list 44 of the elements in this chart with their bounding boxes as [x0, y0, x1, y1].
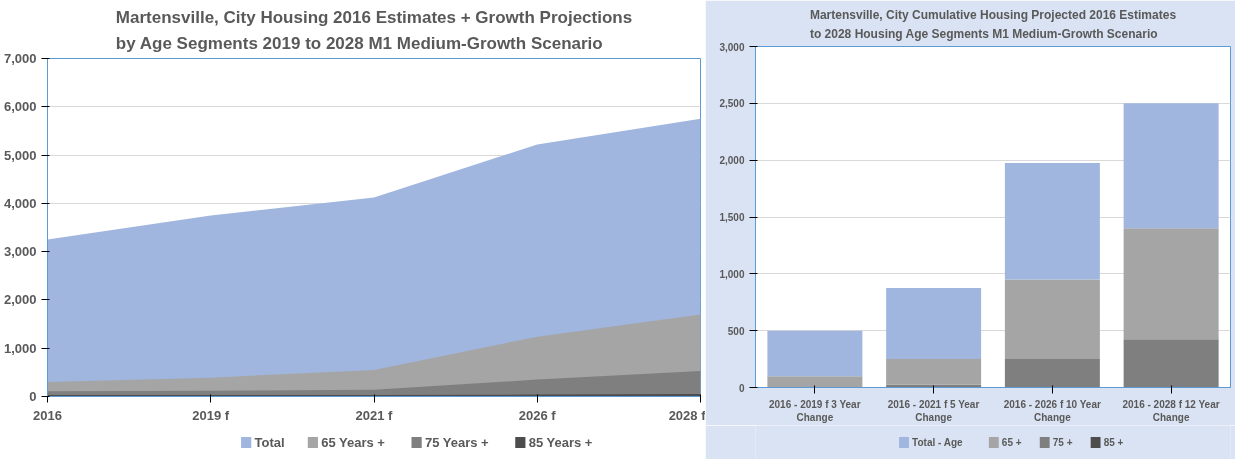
bar — [767, 376, 863, 388]
chart-title: Martensville, City Cumulative Housing Projected 2016 Estimates to 2028 Housing Age Segments M1 Medium-Growth Scenario — [809, 7, 1177, 42]
bar — [1004, 279, 1100, 360]
x-tick-label: 2021 f — [355, 407, 394, 423]
y-tick-label: 3,000 — [3, 244, 37, 260]
y-tick-label: 2,000 — [3, 292, 37, 308]
y-tick-label: 1,500 — [719, 212, 745, 223]
legend-label: 85 + — [1103, 437, 1124, 448]
bar — [1123, 228, 1219, 340]
x-tick-label: 2016 — [33, 407, 62, 423]
y-tick-label: 0 — [29, 389, 37, 404]
bar — [1123, 339, 1219, 388]
bar — [1004, 359, 1100, 388]
bar — [1123, 103, 1219, 229]
y-tick-label: 3,000 — [719, 41, 745, 53]
chart-title: Martensville, City Housing 2016 Estimates + Growth Projections by Age Segments 2019 to 2028 M1 Medium-Growth Scenario — [115, 7, 633, 54]
x-tick-label: 2019 f — [192, 407, 230, 423]
y-tick-label: 1,000 — [3, 340, 37, 356]
x-tick-label: 2026 f — [518, 407, 557, 423]
bar — [886, 359, 982, 385]
legend-label: 85 Years + — [528, 435, 593, 450]
y-tick-label: 0 — [738, 382, 745, 394]
y-tick-label: 2,000 — [719, 155, 745, 167]
legend-label: 75 + — [1052, 437, 1073, 448]
legend-label: 65 + — [1001, 437, 1022, 448]
legend-label: Total — [254, 435, 285, 450]
y-tick-label: 4,000 — [3, 195, 37, 211]
x-tick-label: 2016 - 2028 f 12 Year Change — [1122, 398, 1220, 423]
x-tick-label: 2028 f — [668, 407, 707, 423]
legend-label: Total - Age — [912, 437, 964, 448]
bar — [767, 330, 863, 377]
y-tick-label: 5,000 — [3, 147, 37, 163]
x-tick-label: 2016 - 2026 f 10 Year Change — [1003, 398, 1101, 423]
bar — [1004, 163, 1100, 280]
y-tick-label: 2,500 — [719, 98, 745, 110]
legend-label: 75 Years + — [424, 435, 490, 450]
bar — [886, 288, 982, 360]
x-tick-label: 2016 - 2021 f 5 Year Change — [887, 398, 980, 423]
y-tick-label: 7,000 — [3, 51, 37, 66]
x-tick-label: 2016 - 2019 f 3 Year Change — [769, 398, 861, 423]
y-tick-label: 6,000 — [3, 99, 37, 115]
legend-label: 65 Years + — [321, 435, 386, 450]
y-tick-label: 500 — [727, 325, 745, 337]
y-tick-label: 1,000 — [719, 268, 745, 280]
